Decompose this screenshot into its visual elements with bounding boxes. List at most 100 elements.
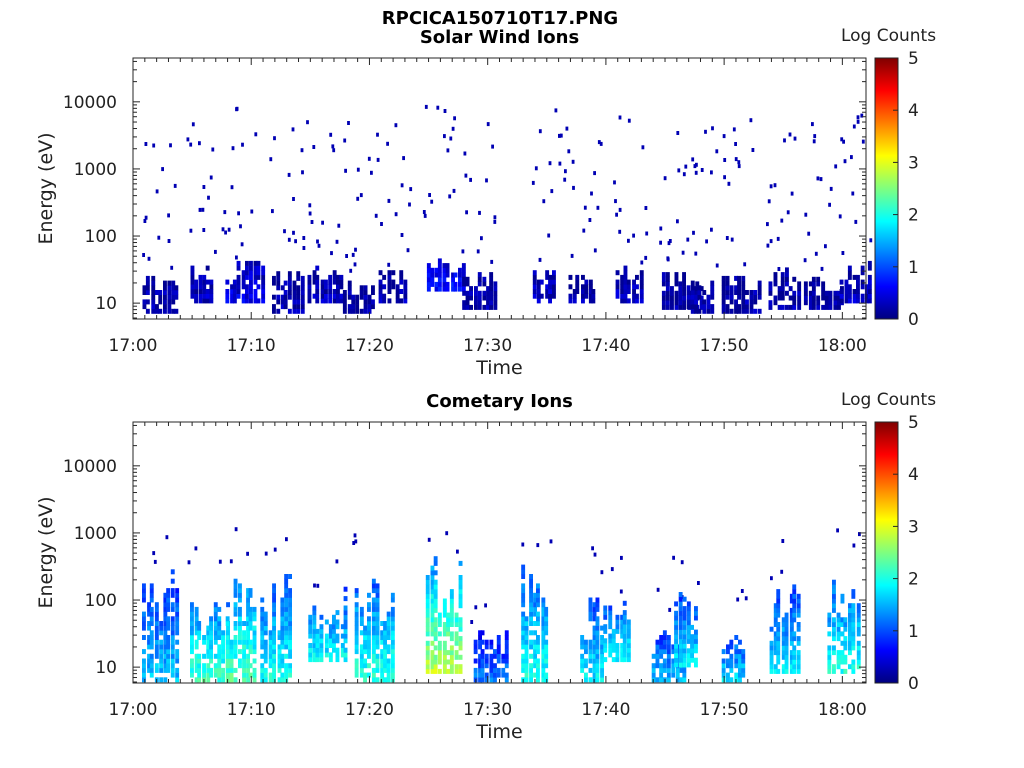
data-cell [232,284,237,290]
data-cell [371,290,375,295]
data-cell [695,290,700,296]
data-cell [166,602,171,608]
data-cell [437,650,442,656]
data-cell [145,285,150,291]
data-speck [610,567,614,572]
data-cell [686,662,691,668]
data-cell [367,644,371,650]
data-cell [811,300,816,306]
data-cell [442,664,447,670]
data-cell [229,639,234,645]
data-cell [371,578,376,584]
data-cell [856,664,861,670]
data-cell [453,281,458,287]
data-cell [166,649,171,655]
data-cell [662,644,667,650]
data-speck [144,215,148,220]
data-cell [603,614,608,620]
data-cell [536,649,540,655]
data-cell [324,643,329,648]
data-cell [433,589,438,595]
data-cell [588,298,593,304]
data-cell [789,598,794,604]
data-cell [198,284,203,290]
data-cell [682,290,686,296]
data-cell [371,672,376,678]
data-cell [840,640,845,646]
data-speck [443,134,446,139]
data-cell [437,645,442,651]
data-cell [284,639,289,645]
data-cell [623,274,628,280]
data-cell [816,276,821,282]
data-cell [454,631,459,637]
data-cell [363,308,368,314]
data-cell [458,654,463,660]
data-cell [430,664,435,670]
data-cell [209,289,214,294]
x-tick-label: 17:30 [463,336,512,356]
data-cell [154,621,159,626]
data-cell [272,592,276,598]
data-cell [229,644,234,650]
data-cell [433,556,438,562]
data-cell [785,281,789,287]
data-cell [843,668,848,674]
data-cell [359,644,364,650]
data-cell [159,653,164,659]
data-cell [524,649,529,655]
data-speck [344,168,347,173]
data-cell [272,606,276,612]
data-cell [142,625,146,631]
data-cell [430,603,435,609]
data-cell [359,285,364,291]
data-cell [217,663,222,669]
data-cell [674,648,678,654]
data-cell [837,295,841,301]
data-cell [359,621,364,626]
data-cell [544,611,549,617]
data-speck [273,547,277,552]
data-speck [776,236,780,241]
data-cell [367,602,371,608]
data-cell [611,643,616,648]
data-cell [253,293,258,299]
data-cell [154,649,159,655]
data-cell [263,625,268,631]
data-cell [425,640,430,646]
data-cell [363,635,367,640]
data-cell [339,274,344,280]
data-cell [706,294,711,300]
data-cell [620,628,625,634]
data-speck [705,239,708,244]
data-cell [242,649,246,655]
data-cell [433,579,438,585]
data-cell [678,281,683,287]
data-cell [425,654,430,660]
data-cell [382,284,387,290]
data-cell [580,639,585,645]
data-cell [721,672,726,678]
data-cell [242,667,246,673]
data-cell [738,658,742,664]
data-cell [241,284,246,290]
data-cell [697,294,702,300]
data-cell [437,263,442,269]
data-speck [370,170,373,175]
data-cell [175,672,180,678]
data-cell [382,293,387,299]
data-speck [493,215,497,220]
data-speck [452,188,456,193]
data-cell [521,653,526,659]
data-cell [351,304,356,310]
data-cell [347,308,352,314]
data-cell [332,279,337,285]
data-cell [194,621,199,626]
data-cell [529,630,533,636]
data-cell [171,280,176,286]
data-cell [175,667,180,673]
data-cell [749,290,754,295]
data-cell [626,647,631,653]
data-cell [399,289,404,294]
data-cell [403,293,408,299]
